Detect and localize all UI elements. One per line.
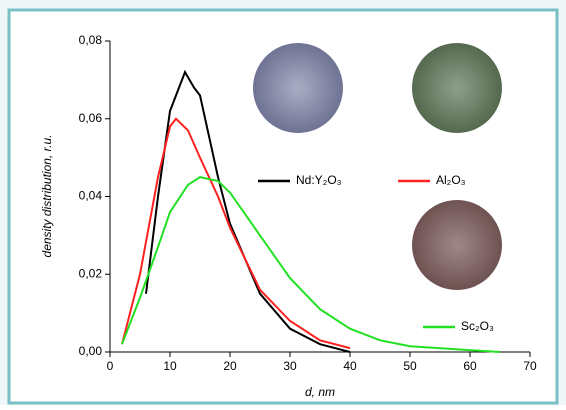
y-tick-label: 0,08 xyxy=(79,33,103,47)
tem-image xyxy=(253,43,343,133)
x-tick-label: 70 xyxy=(523,359,537,373)
legend-label: Al₂O₃ xyxy=(436,173,466,187)
x-tick-label: 30 xyxy=(283,359,297,373)
y-tick-label: 0,00 xyxy=(79,344,103,358)
y-tick-label: 0,06 xyxy=(79,111,103,125)
x-tick-label: 50 xyxy=(403,359,417,373)
y-tick-label: 0,02 xyxy=(79,266,103,280)
x-tick-label: 60 xyxy=(463,359,477,373)
tem-image xyxy=(412,200,502,290)
tem-image xyxy=(412,43,502,133)
y-axis-label: density distribution, r.u. xyxy=(40,135,54,258)
chart: d, nm density distribution, r.u. 0,00 0,0… xyxy=(0,0,566,405)
x-tick-label: 10 xyxy=(163,359,177,373)
x-axis-label: d, nm xyxy=(305,385,335,399)
legend-label: Nd:Y₂O₃ xyxy=(296,173,342,187)
x-tick-label: 40 xyxy=(343,359,357,373)
y-tick-label: 0,04 xyxy=(79,189,103,203)
legend-label: Sc₂O₃ xyxy=(461,319,494,333)
x-tick-label: 20 xyxy=(223,359,237,373)
x-tick-label: 0 xyxy=(107,359,114,373)
